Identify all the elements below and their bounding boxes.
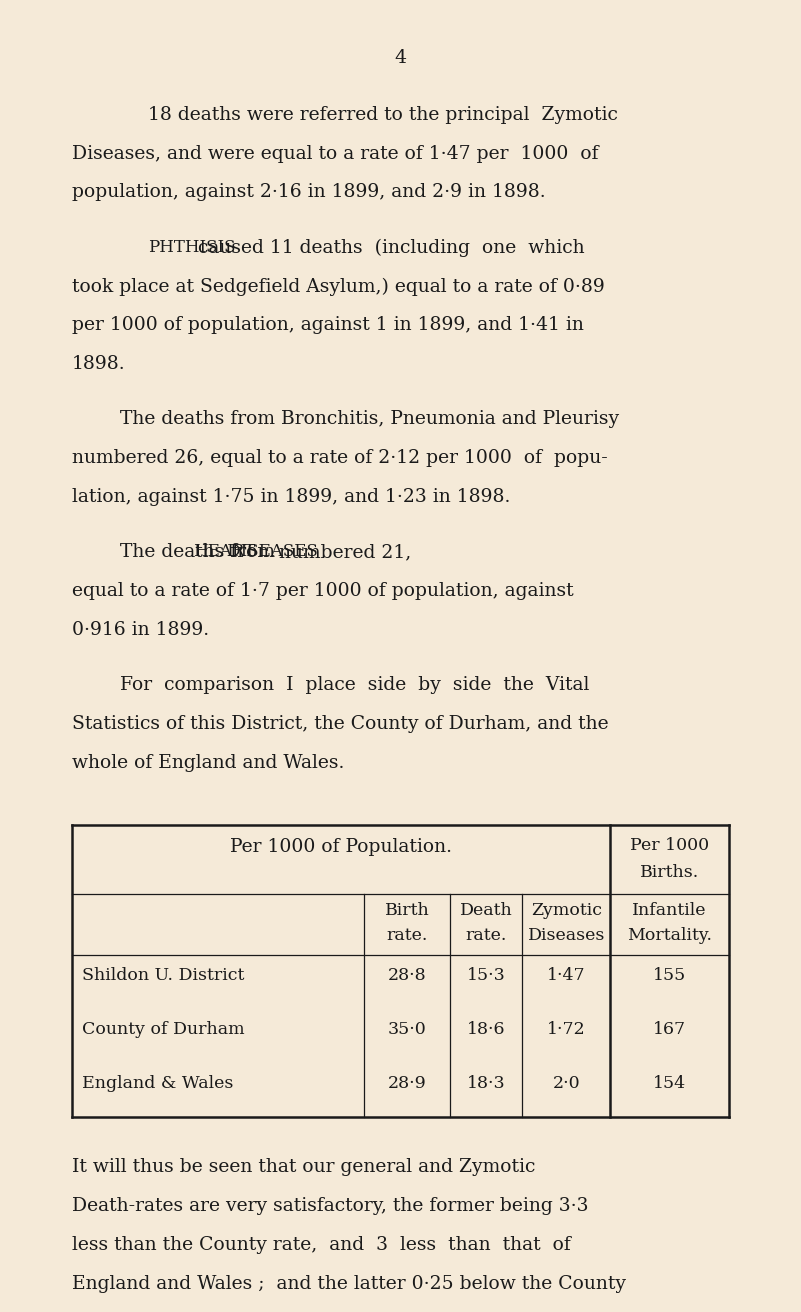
Text: rate.: rate.: [465, 926, 507, 943]
Text: Shildon U. District: Shildon U. District: [82, 967, 244, 984]
Text: HEART: HEART: [193, 543, 256, 560]
Text: Births.: Births.: [640, 865, 699, 882]
Text: Diseases, and were equal to a rate of 1·47 per  1000  of: Diseases, and were equal to a rate of 1·…: [72, 144, 598, 163]
Text: PHTHISIS: PHTHISIS: [148, 239, 235, 256]
Text: 28·8: 28·8: [388, 967, 427, 984]
Text: County of Durham: County of Durham: [82, 1021, 244, 1038]
Text: rate.: rate.: [387, 926, 428, 943]
Text: population, against 2·16 in 1899, and 2·9 in 1898.: population, against 2·16 in 1899, and 2·…: [72, 184, 545, 202]
Text: per 1000 of population, against 1 in 1899, and 1·41 in: per 1000 of population, against 1 in 189…: [72, 316, 584, 335]
Text: Diseases: Diseases: [528, 926, 605, 943]
Text: For  comparison  I  place  side  by  side  the  Vital: For comparison I place side by side the …: [72, 676, 590, 694]
Text: 28·9: 28·9: [388, 1075, 427, 1092]
Text: 1·47: 1·47: [547, 967, 586, 984]
Text: caused 11 deaths  (including  one  which: caused 11 deaths (including one which: [191, 239, 585, 257]
Text: 1·72: 1·72: [547, 1021, 586, 1038]
Text: The deaths from Bronchitis, Pneumonia and Pleurisy: The deaths from Bronchitis, Pneumonia an…: [72, 411, 619, 428]
Text: Per 1000 of Population.: Per 1000 of Population.: [230, 838, 453, 857]
Text: 15·3: 15·3: [467, 967, 505, 984]
Text: Statistics of this District, the County of Durham, and the: Statistics of this District, the County …: [72, 715, 609, 733]
Text: numbered 21,: numbered 21,: [273, 543, 411, 562]
Text: DISEASES: DISEASES: [222, 543, 317, 560]
Text: England & Wales: England & Wales: [82, 1075, 233, 1092]
Text: The deaths from: The deaths from: [72, 543, 281, 562]
Text: 0·916 in 1899.: 0·916 in 1899.: [72, 621, 209, 639]
Text: Per 1000: Per 1000: [630, 837, 709, 854]
Text: numbered 26, equal to a rate of 2·12 per 1000  of  popu-: numbered 26, equal to a rate of 2·12 per…: [72, 449, 608, 467]
Text: Infantile: Infantile: [632, 901, 707, 918]
Text: Death-rates are very satisfactory, the former being 3·3: Death-rates are very satisfactory, the f…: [72, 1197, 589, 1215]
Text: Zymotic: Zymotic: [531, 901, 602, 918]
Text: whole of England and Wales.: whole of England and Wales.: [72, 753, 344, 771]
Text: Death: Death: [460, 901, 513, 918]
Text: 18·6: 18·6: [467, 1021, 505, 1038]
Text: 4: 4: [395, 50, 406, 67]
Text: 35·0: 35·0: [388, 1021, 427, 1038]
Text: 18 deaths were referred to the principal  Zymotic: 18 deaths were referred to the principal…: [148, 106, 618, 123]
Text: equal to a rate of 1·7 per 1000 of population, against: equal to a rate of 1·7 per 1000 of popul…: [72, 583, 574, 600]
Text: 155: 155: [653, 967, 686, 984]
Text: Mortality.: Mortality.: [627, 926, 712, 943]
Text: 1898.: 1898.: [72, 356, 126, 373]
Text: 18·3: 18·3: [467, 1075, 505, 1092]
Text: 154: 154: [653, 1075, 686, 1092]
Text: 2·0: 2·0: [553, 1075, 580, 1092]
Text: less than the County rate,  and  3  less  than  that  of: less than the County rate, and 3 less th…: [72, 1236, 571, 1254]
Text: Birth: Birth: [385, 901, 429, 918]
Text: 167: 167: [653, 1021, 686, 1038]
Text: took place at Sedgefield Asylum,) equal to a rate of 0·89: took place at Sedgefield Asylum,) equal …: [72, 278, 605, 295]
Text: England and Wales ;  and the latter 0·25 below the County: England and Wales ; and the latter 0·25 …: [72, 1274, 626, 1292]
Text: lation, against 1·75 in 1899, and 1·23 in 1898.: lation, against 1·75 in 1899, and 1·23 i…: [72, 488, 510, 506]
Text: It will thus be seen that our general and Zymotic: It will thus be seen that our general an…: [72, 1158, 535, 1176]
